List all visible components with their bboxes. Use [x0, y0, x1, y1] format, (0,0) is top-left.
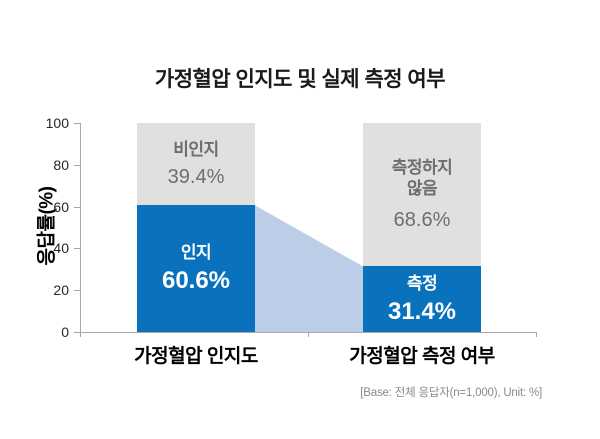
y-tick-label: 0 — [61, 324, 69, 340]
segment-label: 비인지 — [173, 140, 219, 160]
y-axis-line — [80, 123, 81, 332]
flow-band — [255, 205, 363, 332]
plot-area: 100 80 60 40 20 0 비인지 39.4% — [46, 115, 537, 340]
segment-unaware: 비인지 39.4% — [137, 123, 255, 206]
base-note: [Base: 전체 응답자(n=1,000), Unit: %] — [360, 387, 542, 399]
y-tick-60: 60 — [28, 199, 80, 215]
segment-value: 31.4% — [387, 297, 457, 325]
y-tick-mark — [74, 164, 80, 166]
y-tick-mark — [74, 206, 80, 208]
segment-aware: 인지 60.6% — [137, 205, 255, 332]
y-tick-mark — [74, 248, 80, 250]
y-tick-label: 40 — [53, 240, 69, 257]
y-tick-0: 0 — [28, 324, 80, 340]
bar-measurement: 측정하지 않음 68.6% 측정 31.4% — [363, 123, 481, 332]
segment-label: 인지 — [180, 243, 212, 263]
category-label-measurement: 가정혈압 측정 여부 — [349, 346, 495, 367]
y-tick-100: 100 — [28, 115, 80, 131]
segment-value: 39.4% — [167, 166, 225, 189]
segment-not-measured: 측정하지 않음 68.6% — [363, 123, 481, 267]
y-tick-label: 80 — [53, 156, 69, 173]
segment-label: 측정하지 않음 — [391, 158, 453, 199]
y-tick-mark — [74, 290, 80, 292]
y-tick-label: 20 — [53, 282, 69, 299]
segment-label: 측정 — [406, 273, 438, 293]
segment-value: 60.6% — [161, 267, 231, 295]
chart-title: 가정혈압 인지도 및 실제 측정 여부 — [154, 68, 446, 91]
x-tick-left — [80, 332, 81, 337]
y-tick-label: 100 — [45, 115, 69, 131]
y-tick-20: 20 — [28, 282, 80, 298]
segment-measured: 측정 31.4% — [363, 266, 481, 332]
bar-awareness: 비인지 39.4% 인지 60.6% — [137, 123, 255, 332]
x-tick-middle — [308, 332, 309, 337]
y-tick-80: 80 — [28, 157, 80, 173]
y-tick-label: 60 — [53, 198, 69, 215]
y-tick-40: 40 — [28, 240, 80, 256]
y-tick-mark — [74, 123, 80, 124]
category-label-awareness: 가정혈압 인지도 — [134, 346, 258, 367]
x-tick-right — [536, 332, 537, 337]
segment-value: 68.6% — [393, 209, 451, 232]
y-tick-mark — [74, 332, 80, 333]
